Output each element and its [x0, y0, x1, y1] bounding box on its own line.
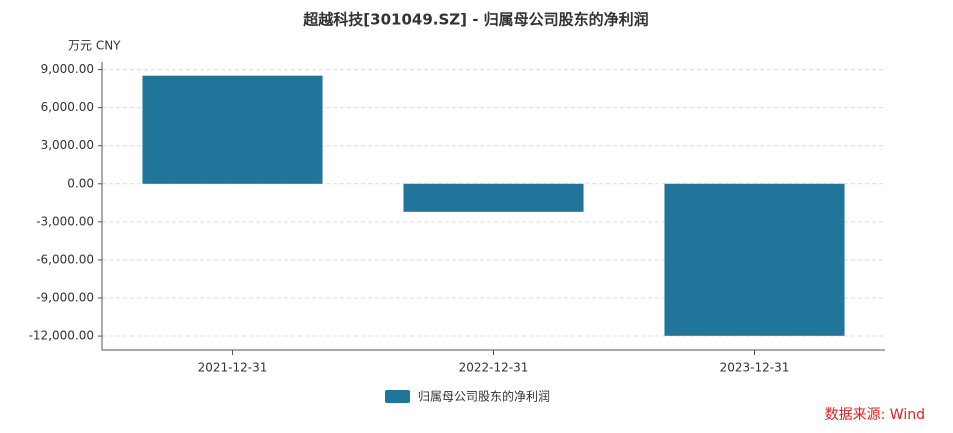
x-tick-label: 2023-12-31 [720, 361, 790, 375]
legend-swatch [385, 390, 410, 403]
chart-title: 超越科技[301049.SZ] - 归属母公司股东的净利润 [302, 11, 648, 29]
x-tick-label: 2021-12-31 [198, 361, 268, 375]
bar [142, 75, 323, 184]
y-unit: 万元 CNY [68, 39, 121, 53]
y-tick-label: 6,000.00 [41, 100, 94, 114]
legend-label: 归属母公司股东的净利润 [418, 389, 550, 404]
y-tick-label: 9,000.00 [41, 62, 94, 76]
y-tick-label: -9,000.00 [36, 290, 94, 304]
bar [664, 183, 845, 336]
x-tick-label: 2022-12-31 [459, 361, 529, 375]
y-tick-label: -12,000.00 [29, 329, 94, 343]
y-tick-label: 0.00 [67, 176, 94, 190]
source-note: 数据来源: Wind [825, 407, 925, 423]
y-tick-label: -3,000.00 [36, 214, 94, 228]
y-tick-label: -6,000.00 [36, 252, 94, 266]
y-tick-label: 3,000.00 [41, 138, 94, 152]
bar [403, 183, 584, 212]
